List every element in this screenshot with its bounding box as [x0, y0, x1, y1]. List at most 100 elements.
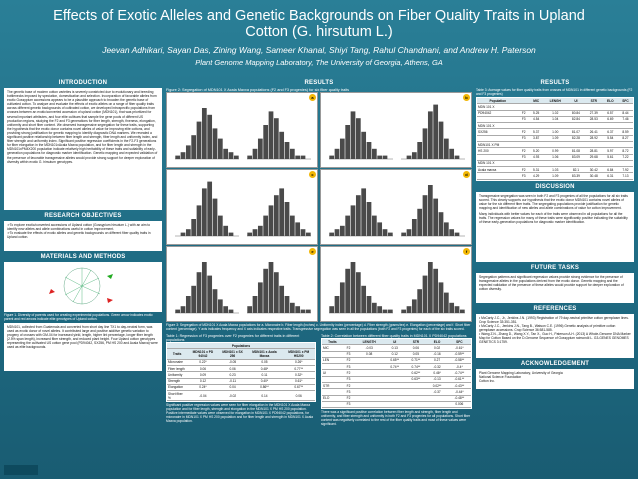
reference-1: • McCarty J.C., Jr., Jenkins J.N. (1993)…: [479, 315, 629, 324]
table-cell: 0.48*: [246, 365, 283, 373]
histogram-bar: [422, 195, 428, 236]
intro-text: The genetic base of modern cotton variet…: [4, 88, 162, 210]
ack-line-2: National Science Foundation: [479, 374, 522, 379]
table-cell: 0.99: [543, 147, 567, 155]
table-cell: Acala maxxa: [477, 166, 519, 174]
histogram-bar: [371, 148, 377, 159]
table-cell: -0.58**: [447, 357, 471, 365]
table-cell: -0.13: [426, 376, 448, 383]
table-cell: 0.006: [447, 401, 471, 409]
table-cell: 27.39: [584, 110, 603, 117]
table-cell: 5.25: [528, 110, 544, 117]
table-row: F3 4.29 1.09 83.39 30.48 6.31 7.13: [477, 172, 633, 180]
table-cell: F2: [342, 369, 355, 377]
table-cell: [518, 141, 529, 149]
histogram-bar: [401, 309, 407, 313]
table-cell: 5.97: [602, 147, 618, 155]
table-cell: [518, 103, 529, 111]
histogram-bar: [350, 111, 356, 159]
table-row: Uniformity 0.09 0.23 0.11 0.32*: [167, 371, 315, 379]
table-cell: 1.04: [543, 116, 567, 124]
table-cell: SX256: [477, 128, 519, 136]
histogram-panel-a: a: [166, 92, 318, 168]
table-header-cell: STR: [584, 98, 603, 105]
table-cell: ELO: [322, 395, 343, 402]
table-row: HS 200 F2 5.20 0.99 81.08 28.81 5.97 8.72: [477, 147, 633, 155]
table-cell: [354, 357, 385, 365]
histogram-bar: [417, 142, 423, 159]
histogram-bar: [223, 148, 229, 159]
table-cell: 7.46: [617, 116, 633, 124]
table-cell: [602, 141, 618, 149]
table-row: Short fiber % -0.04 -0.02 0.14 0.06: [167, 390, 315, 402]
histogram-grid: a b c d e f: [166, 92, 472, 322]
table-cell: 80.84: [567, 110, 585, 117]
table-row: ELO F2 -0.48**: [322, 395, 471, 402]
reference-2: • McCarty J.C., Jenkins J.N., Tang B., W…: [479, 323, 616, 332]
histogram-bar: [273, 118, 279, 159]
table-cell: [354, 382, 385, 390]
table-cell: -0.59**: [447, 351, 471, 358]
phylogeny-figure: [4, 262, 162, 312]
table-cell: 30.42: [584, 166, 603, 174]
table-cell: 7.22: [617, 154, 633, 161]
histogram-bar: [284, 142, 290, 159]
histogram-bar: [201, 108, 207, 159]
histogram-bar: [339, 138, 345, 159]
table-row: Elongation 0.24* 0.04 0.86** 0.67**: [167, 384, 315, 392]
table-cell: F3: [518, 135, 529, 142]
table-cell: 0.06: [218, 365, 247, 373]
table-cell: 7.13: [617, 172, 633, 180]
histogram-bar: [382, 229, 388, 236]
table-cell: [384, 369, 406, 377]
table-cell: 0.02**: [426, 382, 448, 390]
table-header-cell: MIC: [528, 98, 544, 105]
table-cell: -0.11: [218, 378, 247, 385]
histogram-bar: [207, 275, 213, 313]
table-cell: [528, 141, 544, 149]
histogram-bar: [207, 181, 213, 236]
table-header-cell: [518, 98, 529, 105]
discussion-p1: Transgressive segregation was seen in bo…: [479, 193, 628, 210]
table-header-cell: MDN101 x PM HS200: [282, 348, 315, 360]
table2-text: There was a significant positive correla…: [321, 410, 471, 427]
table-cell: 0.77**: [282, 365, 315, 373]
table-cell: 81.08: [567, 147, 585, 155]
methods-title: MATERIALS AND METHODS: [40, 254, 126, 260]
correlation-table: Traits LENGTH UI STR ELO SFC MIC F2 -0.03 0.13 0.0…: [322, 339, 471, 409]
table-cell: [602, 160, 618, 168]
histogram-bar: [305, 232, 311, 236]
poster-header: Effects of Exotic Alleles and Genetic Ba…: [0, 0, 638, 70]
histogram-bar: [263, 215, 269, 236]
table-cell: 0.11: [246, 371, 283, 379]
histogram-panel-c: c: [166, 169, 318, 245]
table-cell: 0.86**: [246, 384, 283, 392]
histogram-bar: [411, 219, 417, 236]
histogram-bar: [459, 309, 465, 313]
table-cell: Uniformity: [167, 371, 188, 379]
table-header-cell: SFC: [447, 339, 471, 346]
histogram-bar: [427, 262, 433, 313]
table-header-cell: Traits: [322, 339, 343, 346]
table-cell: 6.84: [602, 166, 618, 174]
table-cell: -0.43**: [447, 382, 471, 390]
table-header-cell: SFC: [617, 98, 633, 105]
table-cell: Elongation: [167, 384, 188, 392]
histogram-bar: [201, 188, 207, 236]
histogram-bar: [196, 205, 202, 236]
table-row: F3 0.08 0.12 0.05 -0.16 -0.59**: [322, 351, 471, 358]
histogram-bar: [361, 285, 367, 313]
table-cell: 3.87: [528, 135, 544, 142]
histogram-bar: [228, 309, 234, 313]
table-cell: 30.48: [584, 172, 603, 180]
histogram-bar: [427, 111, 433, 159]
table-cell: 0.14: [246, 390, 283, 402]
table-cell: 0.23: [218, 371, 247, 379]
table-cell: 8.44: [617, 110, 633, 117]
table-header-cell: MDN101 x Acala Maxxa: [246, 348, 283, 360]
table-cell: F3: [342, 363, 355, 371]
histogram-bar: [217, 138, 223, 159]
table-row: Acala maxxa F2 5.31 1.03 82.1 30.42 6.84 7.92: [477, 166, 633, 174]
table-cell: F3: [518, 172, 529, 180]
histogram-bar: [300, 229, 306, 236]
